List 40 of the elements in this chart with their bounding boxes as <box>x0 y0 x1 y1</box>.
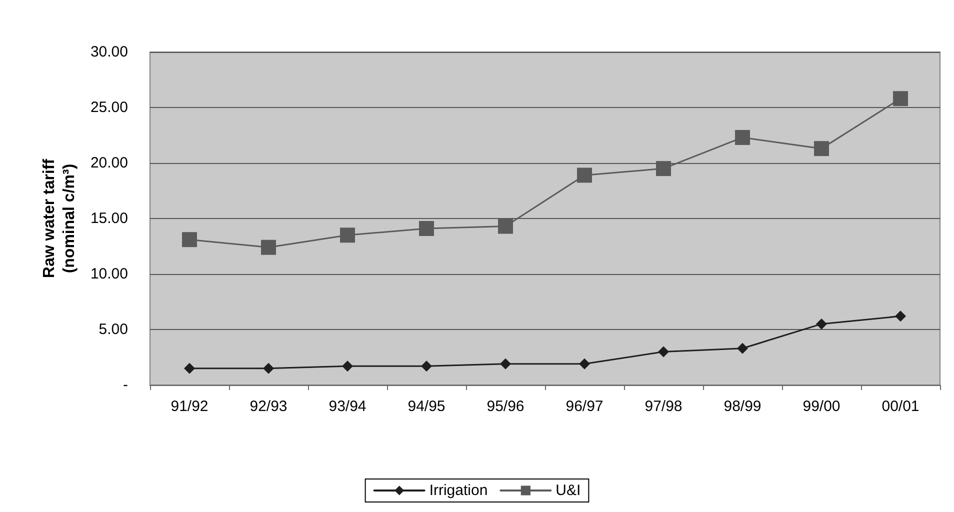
y-tick-label: 25.00 <box>90 99 128 116</box>
point <box>263 362 274 374</box>
y-tick-label: 10.00 <box>90 266 128 282</box>
x-tick-label: 93/94 <box>328 398 366 415</box>
point <box>577 168 592 183</box>
x-tick-label: 98/99 <box>724 398 762 415</box>
point <box>500 358 511 370</box>
point <box>735 130 750 145</box>
x-tick-label: 94/95 <box>408 398 446 415</box>
x-tick-label: 99/00 <box>802 398 840 415</box>
y-tick-label: 30.00 <box>90 44 128 60</box>
legend-label: Irrigation <box>429 482 488 499</box>
point <box>737 342 748 354</box>
x-tick-label: 95/96 <box>486 398 524 415</box>
x-tick-label: 00/01 <box>882 398 920 415</box>
point <box>579 358 590 370</box>
point <box>340 228 355 243</box>
x-tick-label: 96/97 <box>566 398 604 415</box>
point <box>656 161 671 176</box>
point <box>895 310 906 322</box>
point <box>893 91 908 106</box>
point <box>184 362 195 374</box>
y-tick-label: 5.00 <box>98 321 128 338</box>
point <box>342 360 353 372</box>
point <box>261 240 276 255</box>
legend-label: U&I <box>556 482 581 499</box>
point <box>419 220 434 236</box>
x-tick-label: 91/92 <box>170 398 208 415</box>
point <box>814 141 829 156</box>
point <box>421 360 432 372</box>
y-tick-label: 15.00 <box>90 210 128 227</box>
point <box>498 218 513 234</box>
y-axis-title: Raw water tariff (nominal c/m³) <box>41 158 78 278</box>
x-tick-label: 92/93 <box>250 398 288 415</box>
x-tick-label: 97/98 <box>644 398 682 415</box>
y-tick-label: 20.00 <box>90 154 128 172</box>
point <box>816 318 827 330</box>
point <box>182 232 197 248</box>
point <box>658 346 669 358</box>
y-tick-label: - <box>123 376 128 394</box>
